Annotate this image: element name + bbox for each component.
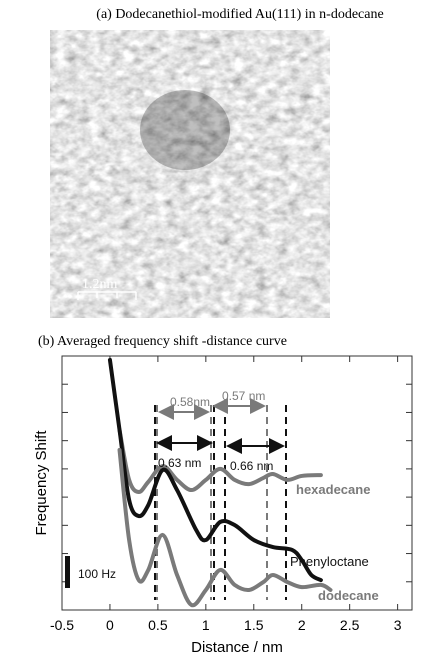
series-label: hexadecane <box>296 482 370 497</box>
scale-bar-label: 1.2nm <box>82 277 118 292</box>
x-tick-label: 3 <box>394 617 402 633</box>
afm-image <box>50 30 330 318</box>
x-tick-label: -0.5 <box>50 617 74 633</box>
series-label: Phenyloctane <box>290 554 369 569</box>
annotation: 100 Hz <box>78 567 116 581</box>
scale-bar <box>77 291 137 300</box>
chart-title: (b) Averaged frequency shift -distance c… <box>38 334 287 349</box>
scale-bar-100hz <box>65 556 70 588</box>
x-axis-label: Distance / nm <box>191 639 283 656</box>
annotation: 0.57 nm <box>222 389 265 403</box>
series-label: dodecane <box>318 588 379 603</box>
y-axis-label: Frequency Shift <box>33 430 50 536</box>
annotation: 0.58nm <box>170 395 210 409</box>
annotation: 0.66 nm <box>230 459 273 473</box>
x-tick-label: 1.5 <box>244 617 264 633</box>
series-line <box>117 447 333 608</box>
panel-a-title: (a) Dodecanethiol-modified Au(111) in n-… <box>96 7 383 22</box>
annotation: 0.63 nm <box>158 456 201 470</box>
plot-frame <box>61 355 413 611</box>
series-line <box>107 357 323 583</box>
x-tick-label: 0.5 <box>148 617 168 633</box>
x-tick-label: 1 <box>202 617 210 633</box>
x-tick-label: 2.5 <box>340 617 360 633</box>
afm-dark-region <box>140 90 230 170</box>
x-tick-label: 2 <box>298 617 306 633</box>
x-tick-label: 0 <box>106 617 114 633</box>
series-line <box>117 427 323 495</box>
